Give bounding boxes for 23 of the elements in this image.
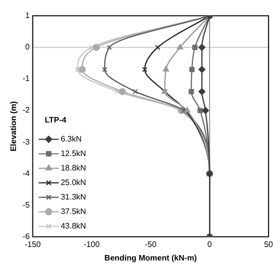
legend-label: 43.8kN: [60, 222, 86, 231]
legend-label: 25.0kN: [60, 178, 86, 188]
legend-label: 18.8kN: [60, 164, 86, 173]
legend-label: 12.5kN: [60, 149, 86, 158]
y-tick-label: -5: [22, 200, 30, 210]
y-tick-label: 0: [25, 42, 30, 52]
y-tick-label: -4: [22, 168, 30, 178]
x-tick-label: -150: [24, 240, 42, 249]
y-tick-label: -2: [22, 106, 30, 115]
x-axis-title: Bending Moment (kN-m): [104, 253, 198, 262]
legend-label: 31.3kN: [60, 192, 86, 202]
legend-label: 6.3kN: [60, 134, 82, 144]
y-tick-label: 1: [25, 11, 30, 20]
legend-label: 37.5kN: [60, 207, 86, 216]
y-tick-label: -3: [22, 137, 30, 146]
x-tick-label: 0: [207, 240, 212, 249]
y-tick-label: -6: [22, 232, 30, 242]
y-tick-label: -1: [22, 74, 30, 84]
x-tick-label: 50: [264, 240, 274, 249]
y-axis-title: Elevation (m): [9, 100, 18, 152]
x-tick-label: -100: [84, 240, 100, 249]
legend-title: LTP-4: [44, 116, 67, 125]
x-tick-label: -50: [144, 240, 157, 249]
